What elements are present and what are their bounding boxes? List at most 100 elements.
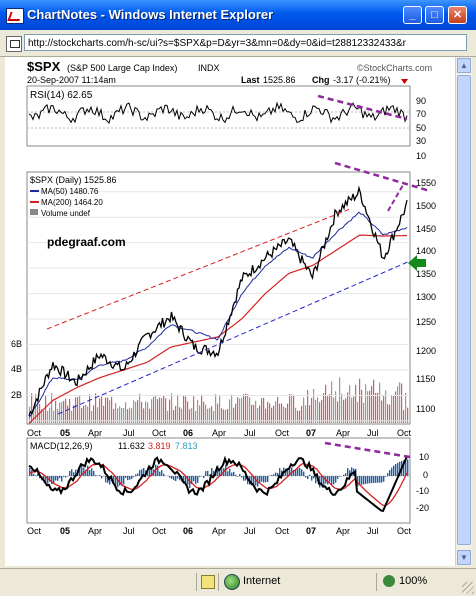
minimize-button[interactable]: _ (403, 6, 422, 24)
volume-bar (69, 399, 70, 423)
macd-hist-bar (127, 476, 128, 480)
macd-hist-bar (61, 476, 62, 482)
volume-tick: 2B (11, 390, 22, 400)
volume-bar (83, 406, 84, 423)
scroll-thumb[interactable] (457, 75, 471, 545)
volume-bar (185, 397, 186, 423)
macd-hist-bar (331, 476, 332, 484)
macd-hist-bar (193, 476, 194, 481)
macd-hist-bar (259, 476, 260, 482)
close-button[interactable]: ✕ (448, 6, 467, 24)
volume-bar (201, 395, 202, 423)
macd-hist-bar (35, 475, 36, 476)
legend-ma200: MA(200) 1464.20 (41, 198, 103, 207)
volume-bar (371, 386, 372, 423)
volume-bar (395, 391, 396, 423)
volume-bar (327, 396, 328, 423)
x-label: Oct (275, 526, 290, 536)
volume-bar (323, 393, 324, 423)
macd-hist-bar (343, 475, 344, 476)
rsi-tick: 90 (416, 96, 426, 106)
macd-hist-bar (305, 476, 306, 478)
x-label: Jul (367, 526, 379, 536)
volume-bar (367, 391, 368, 423)
macd-hist-bar (99, 475, 100, 476)
macd-hist-bar (91, 468, 92, 476)
volume-bar (157, 399, 158, 423)
macd-hist-bar (303, 472, 304, 476)
macd-hist-bar (163, 474, 164, 476)
volume-bar (137, 400, 138, 423)
macd-hist-bar (59, 476, 60, 478)
volume-bar (349, 385, 350, 423)
zoom-level[interactable]: 100% (399, 575, 427, 587)
macd-hist-bar (69, 471, 70, 476)
volume-bar (253, 405, 254, 423)
volume-bar (391, 395, 392, 423)
volume-bar (217, 404, 218, 423)
macd-hist-bar (335, 476, 336, 483)
volume-bar (187, 401, 188, 423)
volume-bar (239, 399, 240, 423)
macd-tick: -10 (416, 486, 429, 496)
volume-bar (255, 401, 256, 423)
macd-value: 11.632 (118, 441, 145, 451)
macd-hist-bar (63, 476, 64, 477)
volume-bar (291, 394, 292, 423)
url-field[interactable]: http://stockcharts.com/h-sc/ui?s=$SPX&p=… (24, 34, 467, 51)
macd-hist-bar (307, 476, 308, 479)
volume-bar (85, 405, 86, 423)
macd-hist-bar (387, 473, 388, 476)
macd-hist-bar (395, 464, 396, 476)
volume-bar (313, 389, 314, 423)
volume-bar (161, 398, 162, 423)
rsi-tick: 30 (416, 136, 426, 146)
volume-bar (279, 404, 280, 423)
macd-hist-bar (365, 476, 366, 484)
x-label: Apr (212, 526, 226, 536)
volume-bar (159, 397, 160, 423)
volume-bar (355, 385, 356, 423)
scroll-down-button[interactable]: ▼ (457, 550, 471, 565)
volume-bar (125, 402, 126, 423)
volume-bar (281, 403, 282, 423)
macd-hist-bar (89, 470, 90, 476)
price-tick: 1550 (416, 178, 436, 188)
macd-hist-bar (195, 476, 196, 484)
macd-hist-bar (377, 476, 378, 483)
volume-bar (399, 382, 400, 423)
price-tick: 1200 (416, 346, 436, 356)
volume-bar (293, 396, 294, 423)
zoom-icon[interactable] (383, 575, 395, 587)
macd-hist-bar (65, 476, 66, 477)
resize-grip-icon[interactable] (462, 582, 474, 594)
macd-hist-bar (373, 476, 374, 483)
macd-hist-bar (279, 468, 280, 476)
vertical-scrollbar[interactable]: ▲ ▼ (455, 57, 472, 566)
x-label: Jul (123, 526, 135, 536)
volume-bar (359, 379, 360, 423)
macd-hist-bar (171, 476, 172, 479)
volume-bar (135, 402, 136, 423)
macd-hist-value: 7.813 (175, 441, 198, 451)
volume-bar (353, 396, 354, 423)
volume-bar (193, 396, 194, 423)
volume-bar (183, 396, 184, 423)
volume-bar (373, 380, 374, 423)
x-label: Oct (397, 526, 412, 536)
macd-hist-bar (97, 475, 98, 476)
macd-hist-bar (309, 475, 310, 476)
macd-hist-bar (239, 474, 240, 476)
maximize-button[interactable]: □ (425, 6, 444, 24)
scroll-up-button[interactable]: ▲ (457, 58, 471, 73)
volume-bar (351, 398, 352, 423)
legend-price: $SPX (Daily) 1525.86 (30, 175, 117, 185)
rsi-tick: 50 (416, 123, 426, 133)
macd-hist-bar (207, 471, 208, 476)
macd-hist-bar (205, 471, 206, 476)
volume-bar (67, 406, 68, 423)
volume-bar (401, 383, 402, 423)
macd-hist-bar (57, 476, 58, 481)
x-label: 07 (306, 428, 316, 438)
volume-bar (259, 406, 260, 423)
